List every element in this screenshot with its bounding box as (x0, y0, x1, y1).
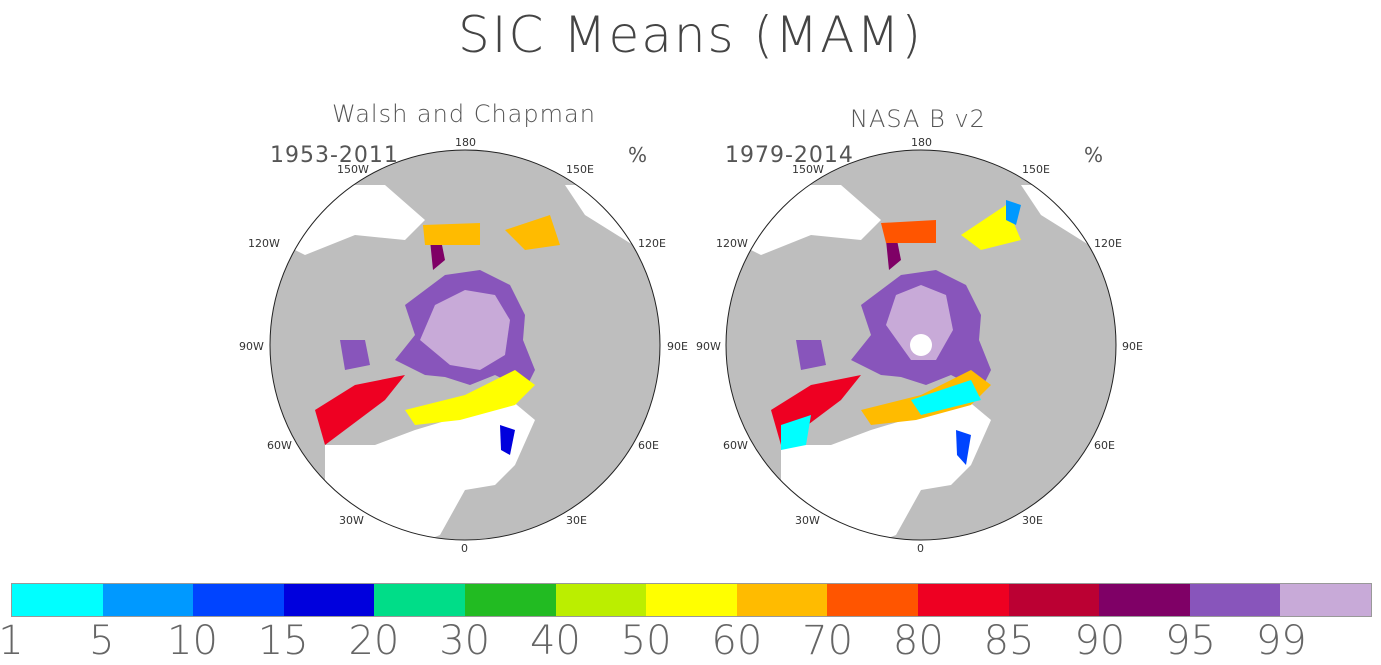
colorbar-swatch (555, 584, 647, 616)
lon-label-60e: 60E (1094, 439, 1115, 452)
colorbar-swatch (1280, 584, 1371, 616)
baltic-ice (956, 430, 971, 465)
atlantic-ocean (325, 395, 535, 540)
lon-label-150w: 150W (792, 163, 824, 176)
lon-label-0: 0 (461, 542, 468, 555)
panel-1-unit: % (628, 143, 648, 167)
lon-label-90w: 90W (696, 340, 721, 353)
colorbar-label: 99 (1255, 618, 1307, 664)
polar-map-nasa-b-v2 (725, 149, 1117, 541)
lon-label-150e: 150E (566, 163, 594, 176)
colorbar-swatch (736, 584, 828, 616)
colorbar-label: 70 (802, 618, 854, 664)
colorbar-swatch (917, 584, 1009, 616)
ice-99 (886, 285, 953, 360)
okhotsk-edge (1006, 200, 1021, 225)
colorbar-swatch (283, 584, 375, 616)
labrador-ice-edge (315, 375, 405, 445)
colorbar-label: 15 (257, 618, 309, 664)
labrador-low-ice (781, 415, 811, 450)
polar-map-walsh-chapman (269, 149, 661, 541)
atlantic-ocean (781, 395, 991, 540)
colorbar-label: 80 (892, 618, 944, 664)
colorbar-label: 30 (439, 618, 491, 664)
colorbar-label: 5 (88, 618, 115, 664)
panel-2-period: 1979-2014 (725, 143, 854, 168)
lon-label-30e: 30E (1022, 514, 1043, 527)
map-boundary (269, 149, 661, 541)
colorbar-label: 85 (983, 618, 1035, 664)
panel-2-unit: % (1084, 143, 1104, 167)
colorbar-swatch (827, 584, 918, 616)
lon-label-30w: 30W (339, 514, 364, 527)
colorbar-label: 1 (0, 618, 24, 664)
lon-label-120w: 120W (248, 237, 280, 250)
figure-title: SIC Means (MAM) (458, 6, 923, 64)
okhotsk-ice (505, 215, 560, 250)
lon-label-60w: 60W (267, 439, 292, 452)
colorbar (11, 583, 1372, 617)
lon-label-90e: 90E (667, 340, 688, 353)
map-boundary (725, 149, 1117, 541)
colorbar-label: 60 (711, 618, 763, 664)
barents-low-ice (911, 380, 981, 415)
lon-label-150w: 150W (337, 163, 369, 176)
colorbar-swatch (464, 584, 556, 616)
lon-label-120w: 120W (716, 237, 748, 250)
colorbar-swatch (193, 584, 284, 616)
lon-label-90e: 90E (1122, 340, 1143, 353)
colorbar-label: 10 (167, 618, 218, 664)
colorbar-label: 40 (529, 618, 581, 664)
lon-label-0: 0 (917, 542, 924, 555)
hudson-ice (796, 340, 826, 370)
chukchi-ice (881, 220, 936, 243)
pole-hole (910, 334, 932, 356)
lon-label-150e: 150E (1022, 163, 1050, 176)
panel-1-period: 1953-2011 (270, 143, 399, 168)
lon-label-60w: 60W (723, 439, 748, 452)
colorbar-swatch (374, 584, 465, 616)
greenland-sea-ice-edge (405, 370, 535, 425)
baltic-ice (500, 425, 515, 455)
lon-label-30e: 30E (566, 514, 587, 527)
colorbar-swatch (12, 584, 103, 616)
lon-label-180: 180 (455, 136, 476, 149)
colorbar-label: 50 (620, 618, 672, 664)
lon-label-60e: 60E (638, 439, 659, 452)
colorbar-label: 90 (1074, 618, 1126, 664)
ice-99 (420, 290, 510, 370)
panel-1-title: Walsh and Chapman (332, 100, 596, 128)
lon-label-180: 180 (911, 136, 932, 149)
colorbar-swatch (1189, 584, 1281, 616)
hudson-ice (340, 340, 370, 370)
bering-strait-ice (886, 235, 901, 270)
lon-label-90w: 90W (239, 340, 264, 353)
colorbar-swatch (1008, 584, 1100, 616)
panel-2-title: NASA B v2 (850, 105, 986, 133)
colorbar-label: 20 (348, 618, 400, 664)
colorbar-swatch (646, 584, 737, 616)
colorbar-label: 95 (1165, 618, 1216, 664)
lon-label-120e: 120E (638, 237, 666, 250)
chukchi-ice (423, 223, 480, 245)
lon-label-120e: 120E (1094, 237, 1122, 250)
colorbar-swatch (1099, 584, 1190, 616)
colorbar-swatch (102, 584, 194, 616)
lon-label-30w: 30W (795, 514, 820, 527)
